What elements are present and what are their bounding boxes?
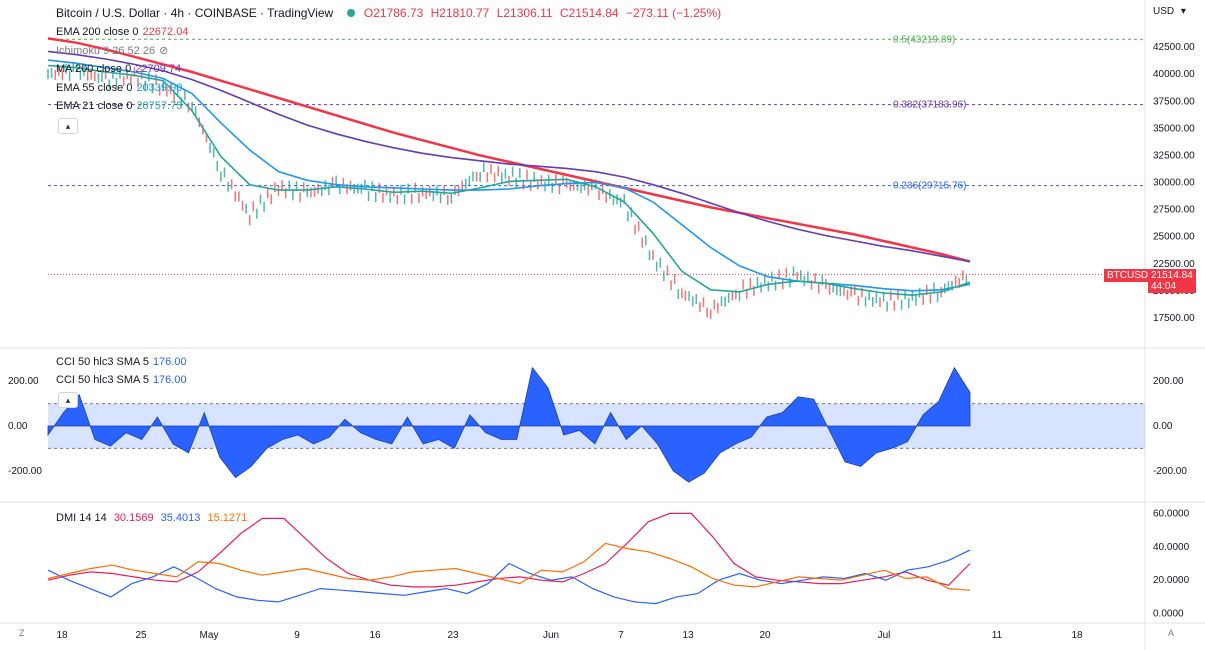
cci-label: CCI 50 hlc3 SMA 5	[56, 374, 149, 386]
ohlc-open: O21786.73	[363, 6, 424, 20]
indicator-ema21[interactable]: EMA 21 close 0 20757.75	[56, 100, 186, 112]
ohlc-low: L21306.11	[496, 6, 553, 20]
ohlc-high: H21810.77	[430, 6, 490, 20]
price-tick-label: 22500.00	[1153, 259, 1195, 270]
time-tick-label: 7	[618, 630, 624, 641]
time-tick-label: 18	[1071, 630, 1083, 641]
fib-level-label: 0.236(29715.76)	[893, 181, 966, 192]
indicator-value: 22672.04	[142, 26, 189, 38]
symbol-tag: BTCUSD	[1104, 269, 1152, 282]
dmi-adx-value: 30.1569	[113, 512, 154, 524]
price-tick-label: 30000.00	[1153, 178, 1195, 189]
time-tick-label: 11	[992, 630, 1003, 641]
last-price: 21514.84	[1151, 270, 1193, 281]
dmi-legend[interactable]: DMI 14 14 30.1569 35.4013 15.1271	[56, 512, 251, 524]
fib-level-label: 0.5(43219.89)	[893, 34, 955, 45]
dmi-plus-value: 35.4013	[160, 512, 201, 524]
currency-label: USD	[1153, 6, 1175, 17]
cci-tick-label: -200.00	[1153, 466, 1187, 477]
price-tick-label: 40000.00	[1153, 69, 1195, 80]
price-tick-label: 17500.00	[1153, 313, 1195, 324]
indicator-ma200[interactable]: MA 200 close 0 22709.74	[56, 63, 185, 75]
collapse-legend-button[interactable]: ▴	[58, 118, 78, 134]
cci-tick-label: 200.00	[1153, 376, 1184, 387]
dmi-line-adx	[47, 512, 971, 588]
time-tick-label: 20	[759, 630, 771, 641]
dmi-line--di	[47, 542, 971, 591]
time-tick-label: Jul	[878, 630, 891, 641]
cci-value: 176.00	[152, 374, 187, 386]
dmi-tick-label: 0.0000	[1153, 609, 1184, 620]
price-tick-label: 35000.00	[1153, 123, 1195, 134]
cci-label: CCI 50 hlc3 SMA 5	[56, 356, 149, 368]
ohlc-close: C21514.84	[559, 6, 619, 20]
indicator-label: Ichimoku 9 26 52 26	[56, 45, 156, 57]
cci-legend[interactable]: CCI 50 hlc3 SMA 5 176.00	[56, 356, 191, 368]
cci-left-tick-label: 0.00	[8, 421, 28, 432]
eye-hidden-icon[interactable]: ⊘	[159, 45, 169, 57]
cci-value: 176.00	[152, 356, 187, 368]
time-tick-label: 18	[56, 630, 68, 641]
timezone-z-button[interactable]: Z	[19, 628, 25, 638]
fib-level-label: 0.382(37183.96)	[893, 100, 966, 111]
dmi-tick-label: 20.0000	[1153, 575, 1190, 586]
series-line-ema-21-close-0	[47, 64, 971, 297]
cci-left-tick-label: -200.00	[8, 466, 42, 477]
cci-area	[47, 366, 971, 483]
indicator-value: 22709.74	[135, 63, 182, 75]
price-tick-label: 25000.00	[1153, 232, 1195, 243]
series-line-ema-55-close-0	[47, 59, 971, 292]
dmi-tick-label: 60.0000	[1153, 508, 1190, 519]
time-tick-label: 16	[369, 630, 381, 641]
indicator-ema200[interactable]: EMA 200 close 0 22672.04	[56, 26, 192, 38]
series-line-ma-200-close-0	[47, 50, 971, 263]
price-tick-label: 37500.00	[1153, 96, 1195, 107]
cci-tick-label: 0.00	[1153, 421, 1173, 432]
ohlc-change: −273.11 (−1.25%)	[625, 6, 722, 20]
indicator-ema55[interactable]: EMA 55 close 0 20339.90	[56, 82, 186, 94]
series-line-ema-200-close-0	[47, 37, 971, 263]
last-price-tag: 21514.84 44:04	[1148, 269, 1196, 293]
indicator-label: MA 200 close 0	[56, 63, 132, 75]
time-tick-label: 9	[294, 630, 300, 641]
auto-scale-button[interactable]: A	[1168, 628, 1175, 638]
price-tick-label: 42500.00	[1153, 42, 1195, 53]
time-tick-label: 13	[682, 630, 694, 641]
indicator-value: 20757.75	[136, 100, 183, 112]
indicator-value: 20339.90	[136, 82, 183, 94]
time-tick-label: May	[200, 630, 219, 641]
indicator-ichimoku[interactable]: Ichimoku 9 26 52 26 ⊘	[56, 44, 172, 57]
cci-legend-2[interactable]: CCI 50 hlc3 SMA 5 176.00	[56, 374, 191, 386]
time-tick-label: Jun	[543, 630, 559, 641]
indicator-label: EMA 55 close 0	[56, 82, 133, 94]
symbol-title: Bitcoin / U.S. Dollar · 4h · COINBASE · …	[56, 6, 334, 20]
price-tick-label: 32500.00	[1153, 150, 1195, 161]
bar-countdown: 44:04	[1151, 281, 1177, 292]
symbol-header: Bitcoin / U.S. Dollar · 4h · COINBASE · …	[56, 6, 725, 20]
collapse-cci-button[interactable]: ▴	[58, 392, 78, 408]
cci-left-tick-label: 200.00	[8, 376, 39, 387]
currency-selector[interactable]: USD ▾	[1153, 6, 1186, 17]
indicator-label: EMA 21 close 0	[56, 100, 133, 112]
dmi-label: DMI 14 14	[56, 512, 107, 524]
dmi-minus-value: 15.1271	[207, 512, 248, 524]
time-tick-label: 25	[135, 630, 147, 641]
indicator-label: EMA 200 close 0	[56, 26, 139, 38]
dmi-tick-label: 40.0000	[1153, 542, 1190, 553]
price-tick-label: 27500.00	[1153, 205, 1195, 216]
status-dot	[346, 9, 355, 17]
time-tick-label: 23	[447, 630, 459, 641]
